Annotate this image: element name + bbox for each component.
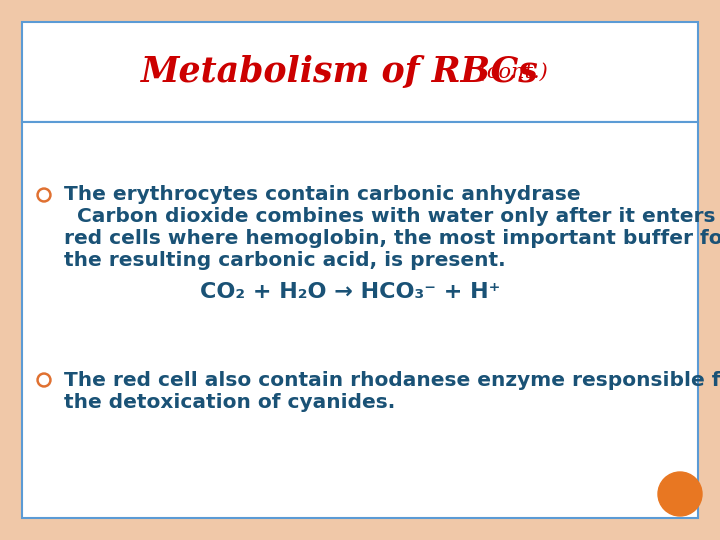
- FancyBboxPatch shape: [22, 122, 698, 518]
- FancyBboxPatch shape: [22, 22, 698, 518]
- Circle shape: [40, 375, 48, 384]
- Text: red cells where hemoglobin, the most important buffer for: red cells where hemoglobin, the most imp…: [64, 230, 720, 248]
- FancyBboxPatch shape: [22, 22, 698, 122]
- Text: the resulting carbonic acid, is present.: the resulting carbonic acid, is present.: [64, 252, 505, 271]
- Circle shape: [658, 472, 702, 516]
- Circle shape: [40, 191, 48, 199]
- Text: Metabolism of RBCs: Metabolism of RBCs: [141, 55, 539, 89]
- Text: Carbon dioxide combines with water only after it enters the: Carbon dioxide combines with water only …: [70, 207, 720, 226]
- Text: The erythrocytes contain carbonic anhydrase: The erythrocytes contain carbonic anhydr…: [64, 186, 580, 205]
- Text: the detoxication of cyanides.: the detoxication of cyanides.: [64, 393, 395, 411]
- Text: CO₂ + H₂O → HCO₃⁻ + H⁺: CO₂ + H₂O → HCO₃⁻ + H⁺: [200, 282, 500, 302]
- Text: (cont.): (cont.): [472, 63, 548, 82]
- Circle shape: [37, 188, 51, 202]
- Text: The red cell also contain rhodanese enzyme responsible for: The red cell also contain rhodanese enzy…: [64, 370, 720, 389]
- Circle shape: [37, 373, 51, 387]
